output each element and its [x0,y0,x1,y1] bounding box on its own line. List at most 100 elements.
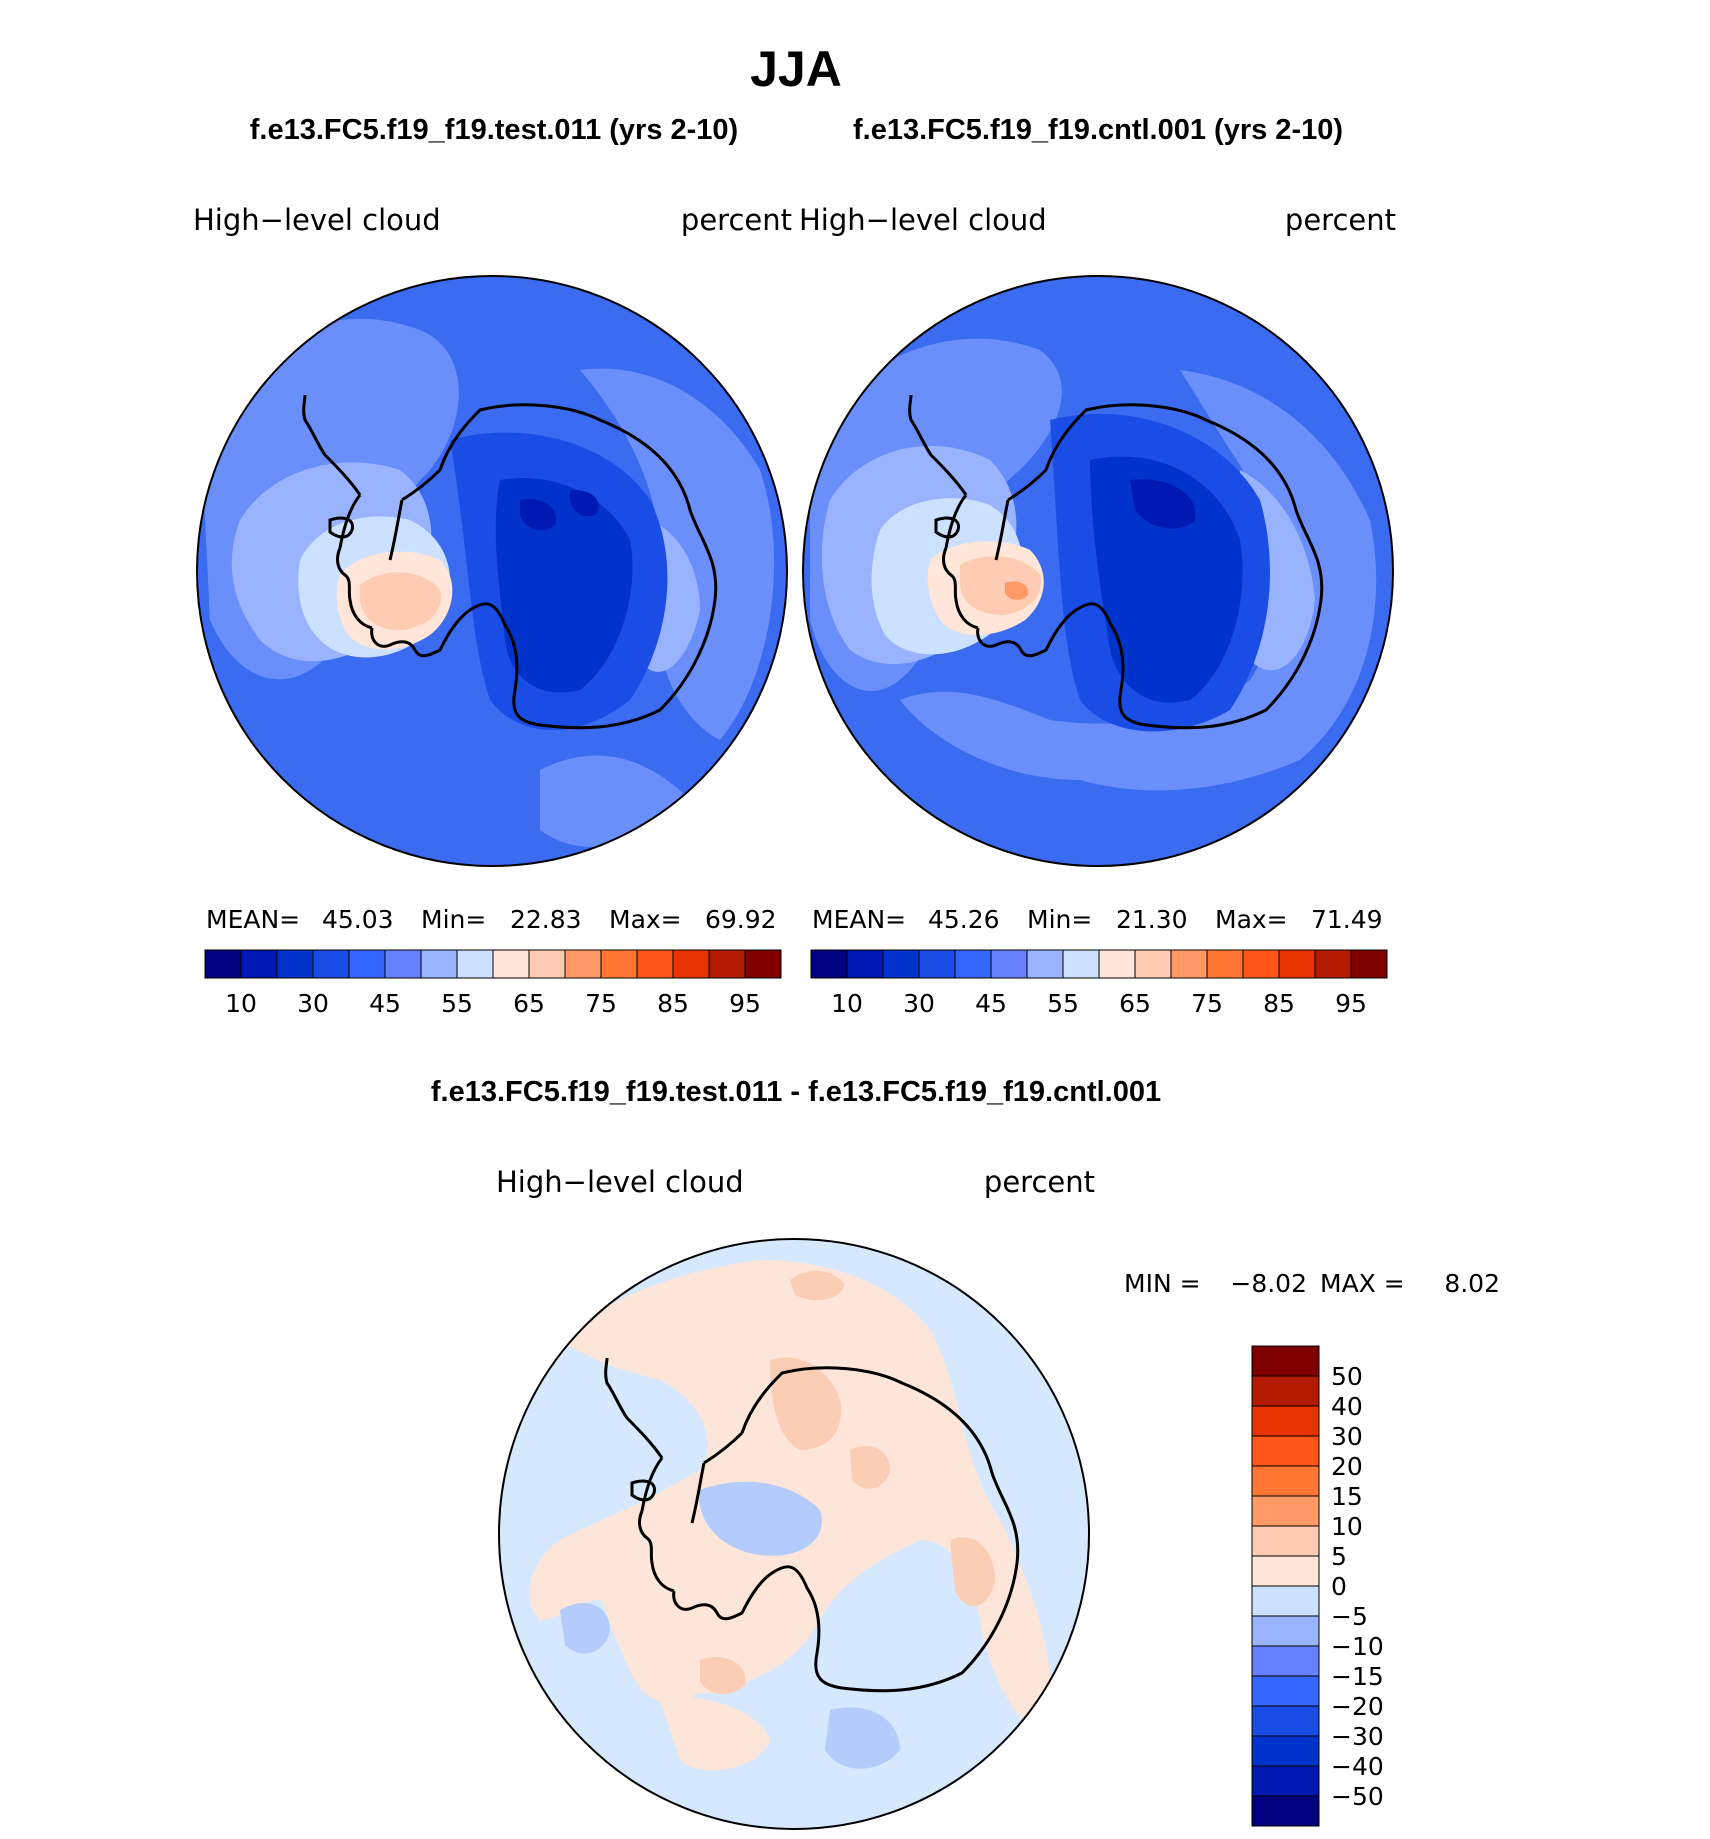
stat-min-label: MIN = [1124,1269,1201,1298]
panel-cntl-units: percent [1285,203,1396,237]
panel-cntl-stats: MEAN= 45.26 Min= 21.30 Max= 71.49 [812,905,1383,934]
colorbar-swatch [1251,1765,1320,1797]
colorbar-swatch [456,949,494,979]
stat-max-value: 69.92 [705,905,777,934]
colorbar-swatch [672,949,710,979]
colorbar-swatch [600,949,638,979]
colorbar-swatch [276,949,314,979]
colorbar-swatch [846,949,884,979]
stat-max-label: Max= [1215,905,1288,934]
panel-diff-map [499,1239,1089,1829]
colorbar-swatch [1251,1705,1320,1737]
map-border [498,1238,1090,1830]
colorbar-swatch [1062,949,1100,979]
colorbar-swatch [348,949,386,979]
colorbar-swatch [1350,949,1388,979]
colorbar-swatch [528,949,566,979]
colorbar-tick-label: −30 [1331,1722,1384,1751]
contour-band [360,572,441,631]
map-border [802,275,1394,867]
contour-band [700,1656,746,1695]
stat-min-label: Min= [1027,905,1092,934]
contour-band [850,1446,890,1489]
stat-mean-label: MEAN= [812,905,906,934]
colorbar-swatch [1134,949,1172,979]
colorbar-tick-label: −5 [1331,1602,1368,1631]
colorbar-swatch [1251,1435,1320,1467]
contour-band [1090,456,1243,703]
colorbar-swatch [1098,949,1136,979]
colorbar-swatch [1251,1525,1320,1557]
stat-max-value: 8.02 [1444,1269,1500,1298]
contour-band [900,370,1377,791]
stat-mean-value: 45.26 [928,905,1000,934]
stat-min-label: Min= [421,905,486,934]
colorbar-swatch [240,949,278,979]
colorbar-swatch [882,949,920,979]
contour-band [560,1602,610,1654]
stat-min-value: 22.83 [510,905,582,934]
contour-band [660,1697,770,1771]
panel-cntl-variable: High−level cloud [799,203,1047,237]
contour-band [569,489,599,517]
colorbar-tick-label: 15 [1331,1482,1363,1511]
contour-band [1005,581,1029,600]
colorbar-swatch [564,949,602,979]
colorbar-tick-label: 50 [1331,1362,1363,1391]
panel-diff-stats: MIN = −8.02 MAX = 8.02 [1124,1269,1500,1298]
colorbar-swatch [1251,1645,1320,1677]
panel-diff-case-title: f.e13.FC5.f19_f19.test.011 - f.e13.FC5.f… [431,1076,1161,1108]
contour-band [950,1537,995,1607]
panel-test-units: percent [681,203,792,237]
coastline-antarctica [302,394,718,730]
contour-band [699,1481,822,1556]
colorbar-swatch [1026,949,1064,979]
colorbar-swatch [1251,1375,1320,1407]
colorbar-swatch [204,949,242,979]
coastline-antarctica [908,394,1324,730]
colorbar-tick-label: 85 [657,989,689,1018]
panel-test: f.e13.FC5.f19_f19.test.011 (yrs 2-10) Hi… [193,114,792,1018]
panel-cntl-map [803,276,1393,866]
colorbar-tick-label: 10 [831,989,863,1018]
map-border [196,275,788,867]
colorbar-swatch [744,949,782,979]
colorbar-tick-label: 55 [1047,989,1079,1018]
colorbar-cntl: 10 30 45 55 65 75 85 95 [810,949,1388,1018]
colorbar-swatch [1251,1465,1320,1497]
panel-test-stats: MEAN= 45.03 Min= 22.83 Max= 69.92 [206,905,777,934]
contour-band [590,1528,707,1704]
colorbar-swatch [636,949,674,979]
stat-max-label: MAX = [1320,1269,1405,1298]
panel-test-variable: High−level cloud [193,203,441,237]
colorbar-swatch [1251,1345,1320,1377]
contour-band [495,478,633,693]
stat-max-label: Max= [609,905,682,934]
colorbar-swatch [1251,1405,1320,1437]
colorbar-tick-label: 75 [1191,989,1223,1018]
colorbar-swatch [1251,1555,1320,1587]
colorbar-tick-label: −20 [1331,1692,1384,1721]
stat-min-value: −8.02 [1230,1269,1307,1298]
colorbar-tick-label: 85 [1263,989,1295,1018]
colorbar-swatch [1242,949,1280,979]
colorbar-swatch [708,949,746,979]
panel-test-map [197,276,787,866]
colorbar-tick-label: −40 [1331,1752,1384,1781]
contour-band [1130,479,1196,529]
stat-min-value: 21.30 [1116,905,1188,934]
colorbar-tick-label: −50 [1331,1782,1384,1811]
contour-band [770,1357,841,1450]
colorbar-tick-label: 75 [585,989,617,1018]
colorbar-tick-label: 30 [297,989,329,1018]
colorbar-swatch [1314,949,1352,979]
colorbar-swatch [1206,949,1244,979]
panel-diff: f.e13.FC5.f19_f19.test.011 - f.e13.FC5.f… [431,1076,1500,1830]
colorbar-swatch [1251,1615,1320,1647]
contour-band [960,556,1041,616]
colorbar-swatch [1251,1495,1320,1527]
colorbar-swatch [1251,1795,1320,1827]
colorbar-swatch [990,949,1028,979]
panel-diff-units: percent [984,1165,1095,1199]
